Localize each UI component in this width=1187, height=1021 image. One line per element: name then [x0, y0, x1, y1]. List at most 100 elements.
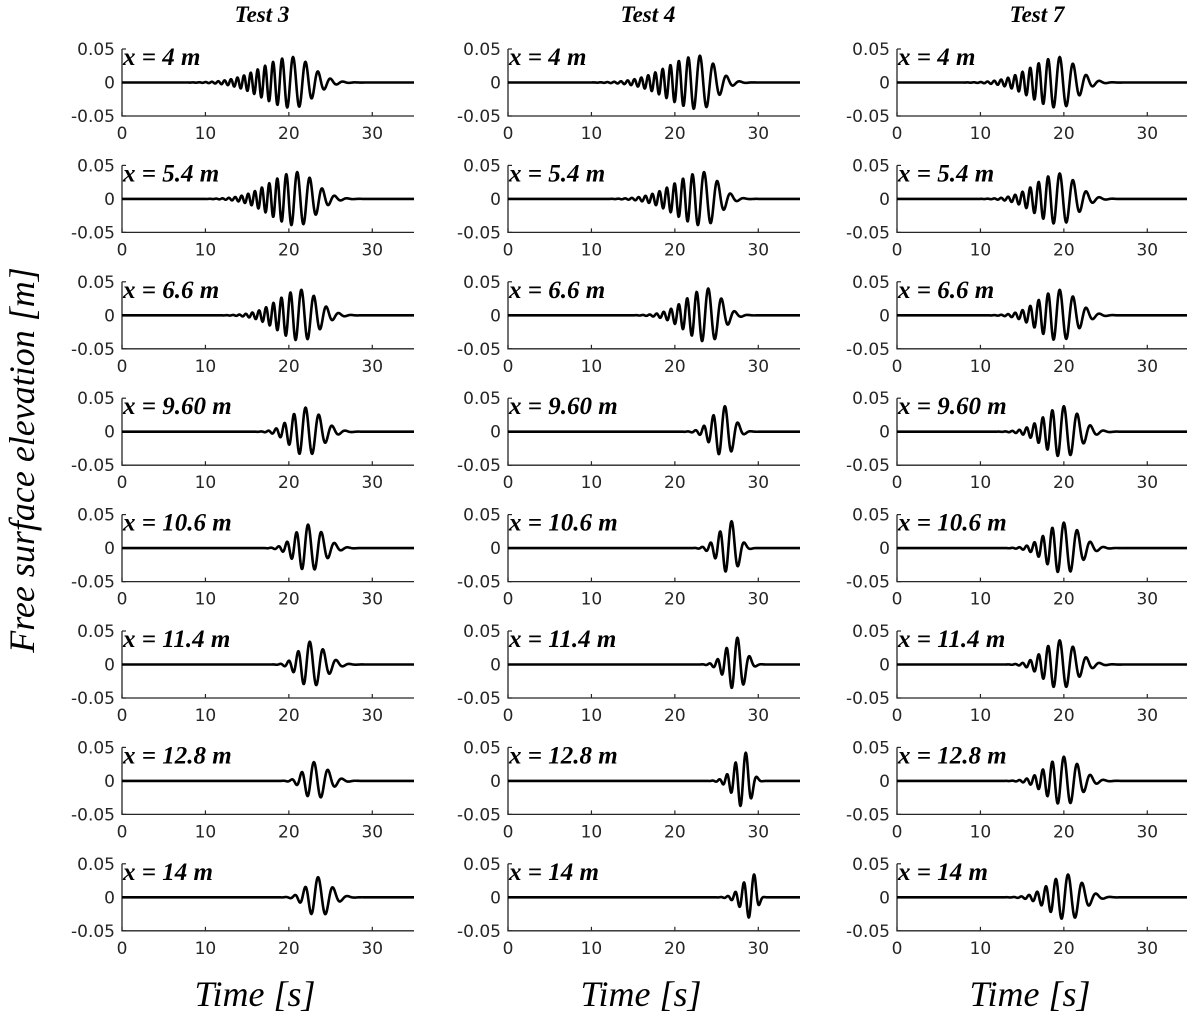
x-tick-label: 20 — [278, 240, 300, 260]
x-tick-label: 0 — [503, 240, 514, 260]
x-tick-label: 20 — [1053, 706, 1075, 726]
y-tick-label: 0 — [104, 888, 115, 908]
series-line — [121, 170, 415, 227]
x-tick-label: 30 — [747, 124, 769, 144]
y-tick-label: -0.05 — [846, 922, 890, 942]
series-line — [896, 404, 1187, 458]
x-tick-label: 10 — [195, 124, 217, 144]
y-tick-label: 0 — [490, 539, 501, 559]
y-tick-label: 0.05 — [852, 506, 890, 526]
y-tick-label: -0.05 — [457, 456, 501, 476]
x-tick-label: 20 — [1053, 240, 1075, 260]
x-tick-label: 30 — [1136, 706, 1158, 726]
x-tick-label: 0 — [892, 124, 903, 144]
y-tick-label: -0.05 — [846, 573, 890, 593]
y-tick-label: 0 — [879, 306, 890, 326]
x-tick-label: 0 — [892, 822, 903, 842]
x-tick-label: 20 — [664, 124, 686, 144]
x-tick-label: 20 — [1053, 124, 1075, 144]
x-tick-label: 10 — [581, 124, 603, 144]
x-tick-label: 0 — [117, 473, 128, 493]
y-tick-label: 0.05 — [852, 273, 890, 293]
x-tick-label: 20 — [664, 590, 686, 610]
y-tick-label: -0.05 — [71, 456, 115, 476]
position-label: x = 12.8 m — [508, 742, 618, 769]
x-tick-label: 30 — [1136, 124, 1158, 144]
y-tick-label: 0 — [490, 772, 501, 792]
panel-grid: Test 30.050-0.050 10 20 30x = 4 m0.050-0.05… — [71, 2, 1187, 959]
x-tick-label: 0 — [117, 706, 128, 726]
y-axis-label: Free surface elevation [m] — [2, 267, 42, 654]
x-tick-label: 10 — [970, 706, 992, 726]
position-label: x = 9.60 m — [897, 393, 1007, 420]
y-tick-label: 0.05 — [463, 738, 501, 758]
series-line — [507, 54, 801, 111]
x-tick-label: 20 — [664, 939, 686, 959]
y-tick-label: -0.05 — [457, 223, 501, 243]
column-1: Test 30.050-0.050 10 20 30x = 4 m0.050-0.05… — [71, 2, 415, 959]
y-tick-label: 0.05 — [852, 622, 890, 642]
y-tick-label: -0.05 — [71, 922, 115, 942]
position-label: x = 12.8 m — [897, 742, 1007, 769]
panel: 0.050-0.050 10 20 30x = 4 m — [457, 40, 801, 144]
x-tick-label: 0 — [503, 473, 514, 493]
y-tick-label: 0.05 — [852, 389, 890, 409]
y-tick-label: 0 — [879, 539, 890, 559]
x-tick-label: 0 — [503, 357, 514, 377]
panel: 0.050-0.050 10 20 30x = 5.4 m — [846, 156, 1187, 260]
series-line — [507, 404, 801, 456]
x-tick-label: 30 — [361, 240, 383, 260]
x-tick-label: 10 — [581, 590, 603, 610]
position-label: x = 14 m — [122, 859, 213, 886]
x-tick-label: 10 — [581, 822, 603, 842]
panel: 0.050-0.050 10 20 30x = 6.6 m — [71, 273, 415, 377]
panel: 0.050-0.050 10 20 30x = 14 m — [846, 855, 1187, 959]
y-tick-label: 0.05 — [77, 855, 115, 875]
x-tick-label: 10 — [581, 240, 603, 260]
y-tick-label: -0.05 — [71, 573, 115, 593]
y-tick-label: 0.05 — [463, 389, 501, 409]
y-tick-label: 0.05 — [77, 738, 115, 758]
x-tick-label: 10 — [970, 590, 992, 610]
x-tick-label: 20 — [278, 706, 300, 726]
y-tick-label: 0.05 — [852, 156, 890, 176]
position-label: x = 6.6 m — [508, 277, 605, 304]
x-tick-label: 20 — [278, 124, 300, 144]
x-tick-label: 30 — [1136, 590, 1158, 610]
x-axis-label: Time [s] — [580, 974, 701, 1014]
series-line — [121, 640, 415, 687]
x-tick-label: 20 — [664, 240, 686, 260]
x-tick-label: 30 — [361, 822, 383, 842]
series-line — [507, 873, 801, 919]
y-tick-label: -0.05 — [457, 573, 501, 593]
column-title: Test 7 — [1010, 2, 1066, 27]
panel: 0.050-0.050 10 20 30x = 4 m — [846, 40, 1187, 144]
x-axis-label: Time [s] — [194, 974, 315, 1014]
panel: 0.050-0.050 10 20 30x = 9.60 m — [846, 389, 1187, 493]
x-tick-label: 10 — [970, 357, 992, 377]
y-tick-label: 0.05 — [77, 506, 115, 526]
x-tick-label: 20 — [664, 822, 686, 842]
y-tick-label: 0 — [490, 656, 501, 676]
y-tick-label: 0.05 — [463, 40, 501, 60]
x-tick-label: 10 — [195, 822, 217, 842]
panel: 0.050-0.050 10 20 30x = 4 m — [71, 40, 415, 144]
y-tick-label: 0.05 — [463, 506, 501, 526]
x-tick-label: 0 — [503, 706, 514, 726]
y-tick-label: 0 — [490, 888, 501, 908]
y-tick-label: 0 — [879, 423, 890, 443]
panel: 0.050-0.050 10 20 30x = 12.8 m — [846, 738, 1187, 842]
y-tick-label: -0.05 — [457, 689, 501, 709]
y-tick-label: 0.05 — [852, 40, 890, 60]
x-tick-label: 10 — [581, 357, 603, 377]
x-tick-label: 0 — [892, 590, 903, 610]
x-tick-label: 0 — [892, 473, 903, 493]
position-label: x = 11.4 m — [897, 626, 1005, 653]
x-tick-label: 0 — [117, 590, 128, 610]
y-tick-label: -0.05 — [846, 689, 890, 709]
panel: 0.050-0.050 10 20 30x = 11.4 m — [71, 622, 415, 726]
x-axis-labels: Time [s] Time [s] Time [s] — [194, 974, 1090, 1014]
x-tick-label: 30 — [1136, 939, 1158, 959]
x-tick-label: 20 — [1053, 357, 1075, 377]
